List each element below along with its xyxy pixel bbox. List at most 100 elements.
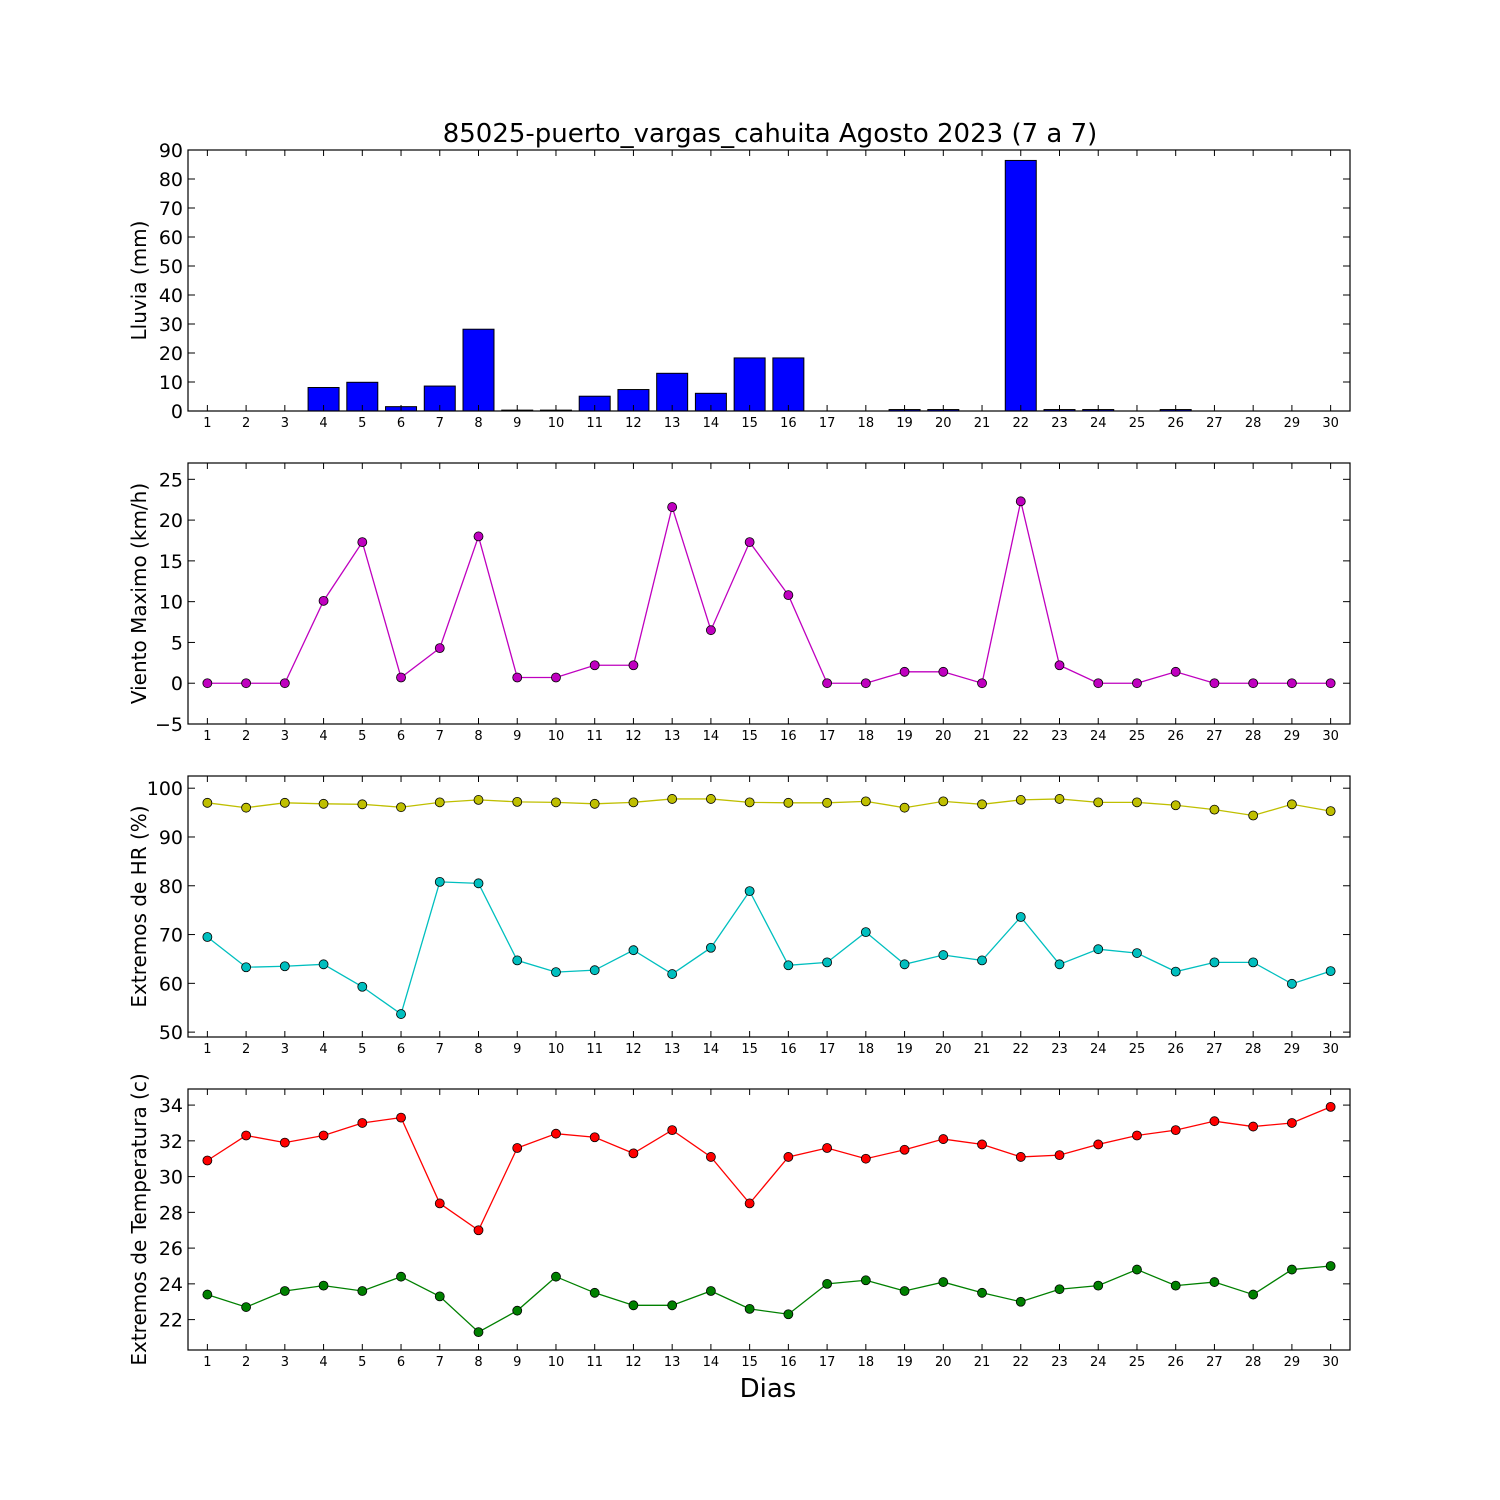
- series-1-point: [512, 796, 523, 807]
- x-tick-label: 25: [1129, 729, 1146, 744]
- x-tick-label: 19: [896, 416, 913, 431]
- x-tick-label: 14: [703, 729, 720, 744]
- series-1-point: [706, 1152, 716, 1162]
- x-tick-label: 3: [281, 1042, 289, 1057]
- axes-frame: [187, 462, 1351, 725]
- series-1-point: [1132, 797, 1142, 808]
- y-tick-label: 50: [159, 256, 183, 278]
- series-2-point: [744, 886, 755, 897]
- x-tick-label: 8: [474, 1355, 482, 1370]
- series-2-point: [1209, 957, 1220, 968]
- series-2-point: [1093, 1280, 1104, 1291]
- series-2-point: [512, 955, 523, 966]
- x-tick-label: 5: [358, 729, 366, 744]
- series-1-point: [744, 797, 755, 808]
- series-1-point: [1287, 678, 1297, 689]
- x-tick-label: 14: [703, 1042, 720, 1057]
- x-tick-label: 29: [1284, 416, 1301, 431]
- x-tick-label: 19: [896, 1042, 913, 1057]
- bar-day-22: [1004, 159, 1037, 412]
- series-2-point: [1132, 948, 1142, 958]
- series-1-point: [551, 797, 561, 808]
- x-tick-label: 14: [703, 1355, 720, 1370]
- series-1-point: [434, 1198, 445, 1209]
- series-2-point: [1132, 1264, 1142, 1275]
- series-1-point: [396, 802, 406, 813]
- series-2-point: [1248, 957, 1259, 968]
- series-2-point: [1248, 1289, 1259, 1300]
- x-tick-label: 16: [780, 1355, 797, 1370]
- x-tick-label: 11: [586, 1355, 603, 1370]
- x-tick-label: 1: [203, 1355, 211, 1370]
- series-1-point: [279, 678, 290, 689]
- series-2-point: [628, 945, 639, 956]
- series-2-point: [667, 969, 678, 979]
- y-tick-label: 0: [171, 673, 183, 695]
- series-1-line: [207, 798, 1331, 817]
- x-tick-label: 21: [974, 416, 991, 431]
- x-tick-label: 29: [1284, 729, 1301, 744]
- series-1-point: [473, 795, 484, 805]
- series-2-point: [783, 1309, 794, 1320]
- series-1-point: [1209, 678, 1220, 689]
- x-tick-label: 14: [703, 416, 720, 431]
- x-tick-label: 23: [1051, 1355, 1068, 1370]
- series-2-point: [434, 1291, 445, 1302]
- x-tick-label: 4: [319, 729, 327, 744]
- series-2-point: [1170, 966, 1181, 977]
- x-tick-label: 15: [741, 416, 758, 431]
- series-2-point: [396, 1009, 406, 1019]
- x-tick-label: 8: [474, 729, 482, 744]
- x-tick-label: 6: [397, 1355, 405, 1370]
- series-2-point: [1015, 1296, 1026, 1307]
- series-1-point: [202, 678, 213, 689]
- series-1-point: [628, 1148, 639, 1159]
- series-1-point: [706, 794, 716, 804]
- series-2-point: [783, 960, 794, 971]
- x-tick-label: 16: [780, 416, 797, 431]
- series-2-point: [551, 1271, 561, 1282]
- y-tick-label: 30: [159, 314, 183, 336]
- series-1-point: [1325, 678, 1336, 689]
- series-1-line: [207, 501, 1331, 685]
- x-axis-label: Dias: [740, 1374, 797, 1404]
- x-tick-label: 28: [1245, 1355, 1262, 1370]
- x-tick-label: 30: [1322, 729, 1339, 744]
- y-tick-label: 30: [159, 1167, 183, 1189]
- x-tick-label: 6: [397, 1042, 405, 1057]
- series-1-point: [977, 678, 987, 689]
- y-tick-label: 25: [159, 469, 183, 491]
- x-tick-label: 17: [819, 1355, 836, 1370]
- x-tick-label: 26: [1167, 416, 1184, 431]
- x-tick-label: 21: [974, 729, 991, 744]
- x-tick-label: 15: [741, 1042, 758, 1057]
- x-tick-label: 26: [1167, 729, 1184, 744]
- x-tick-label: 30: [1322, 416, 1339, 431]
- series-1-point: [1093, 1139, 1104, 1150]
- y-tick-label: 60: [159, 227, 183, 249]
- x-tick-label: 23: [1051, 1042, 1068, 1057]
- x-tick-label: 1: [203, 1042, 211, 1057]
- x-tick-label: 12: [625, 1355, 642, 1370]
- x-tick-label: 2: [242, 1042, 250, 1057]
- series-2-point: [628, 1300, 639, 1311]
- x-tick-label: 3: [281, 416, 289, 431]
- series-2-point: [1287, 1264, 1297, 1275]
- series-1-point: [202, 797, 213, 808]
- series-1-point: [473, 1225, 484, 1236]
- series-2-point: [1054, 959, 1065, 970]
- y-tick-label: 28: [159, 1202, 183, 1224]
- y-tick-label: 24: [159, 1274, 183, 1296]
- x-tick-label: 24: [1090, 1355, 1107, 1370]
- y-tick-label: 80: [159, 876, 183, 898]
- x-tick-label: 20: [935, 1355, 952, 1370]
- series-1-point: [706, 625, 716, 636]
- series-2-point: [1325, 1261, 1336, 1271]
- series-2-point: [318, 1280, 329, 1291]
- series-1-point: [357, 799, 368, 810]
- y-tick-label: 0: [171, 401, 183, 423]
- y-tick-label: 50: [159, 1022, 183, 1044]
